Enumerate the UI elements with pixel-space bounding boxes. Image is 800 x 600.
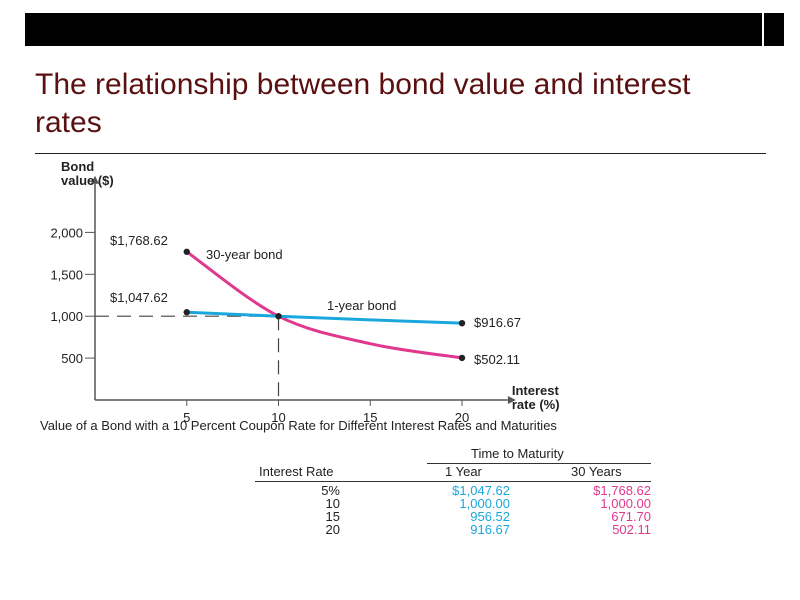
table-header-30-years: 30 Years xyxy=(571,464,622,479)
chart-caption: Value of a Bond with a 10 Percent Coupon… xyxy=(40,418,557,433)
table-cell-30-years: 671.70 xyxy=(611,509,651,524)
annotation-1047: $1,047.62 xyxy=(110,290,168,305)
data-point xyxy=(275,313,282,320)
table-header-1-year: 1 Year xyxy=(445,464,482,479)
x-tick-label: 15 xyxy=(363,410,377,425)
annotation-916: $916.67 xyxy=(474,315,521,330)
y-tick-label: 500 xyxy=(61,351,83,366)
table-cell-rate: 15 xyxy=(325,509,340,524)
annotation-502: $502.11 xyxy=(474,352,520,367)
bond-value-table: Time to Maturity Interest Rate 1 Year 30… xyxy=(255,447,655,539)
table-cell-30-years: $1,768.62 xyxy=(593,483,651,498)
table-cell-rate: 10 xyxy=(325,496,340,511)
data-point xyxy=(183,248,190,255)
title-bar-gap xyxy=(762,13,764,46)
x-tick-label: 5 xyxy=(183,410,190,425)
series-line-thirty-year xyxy=(185,250,463,360)
y-axis-label: Bond xyxy=(61,159,94,174)
y-tick-label: 1,500 xyxy=(50,267,83,282)
table-group-header: Time to Maturity xyxy=(471,446,564,461)
data-point xyxy=(458,319,466,327)
series-label-thirty-year: 30-year bond xyxy=(206,247,283,262)
x-axis-label: Interest xyxy=(512,383,560,398)
y-axis-arrow xyxy=(91,175,99,184)
x-tick-label: 10 xyxy=(271,410,285,425)
x-axis-arrow xyxy=(507,396,516,404)
table-header-interest-rate: Interest Rate xyxy=(259,464,334,479)
table-cell-1-year: 956.52 xyxy=(470,509,510,524)
title-bar-end-block xyxy=(764,13,784,46)
y-tick-label: 1,000 xyxy=(50,309,83,324)
table-cell-30-years: 1,000.00 xyxy=(600,496,651,511)
table-cell-1-year: 916.67 xyxy=(470,522,510,537)
y-axis-label: value ($) xyxy=(61,173,114,188)
table-group-rule xyxy=(427,463,651,464)
y-tick-label: 2,000 xyxy=(50,225,83,240)
series-line-one-year xyxy=(186,310,463,325)
table-cell-rate: 20 xyxy=(325,522,340,537)
x-tick-label: 20 xyxy=(455,410,469,425)
table-header-rule xyxy=(255,481,651,482)
slide-title: The relationship between bond value and … xyxy=(35,68,691,139)
data-point xyxy=(183,309,190,316)
table-cell-1-year: 1,000.00 xyxy=(459,496,510,511)
series-label-one-year: 1-year bond xyxy=(327,298,396,313)
title-divider xyxy=(35,153,766,154)
annotation-1768: $1,768.62 xyxy=(110,233,168,248)
x-axis-label: rate (%) xyxy=(512,397,560,412)
table-cell-rate: 5% xyxy=(321,483,340,498)
table-cell-30-years: 502.11 xyxy=(612,522,651,537)
data-point xyxy=(458,354,466,362)
title-bar-decoration xyxy=(25,13,762,46)
table-cell-1-year: $1,047.62 xyxy=(452,483,510,498)
